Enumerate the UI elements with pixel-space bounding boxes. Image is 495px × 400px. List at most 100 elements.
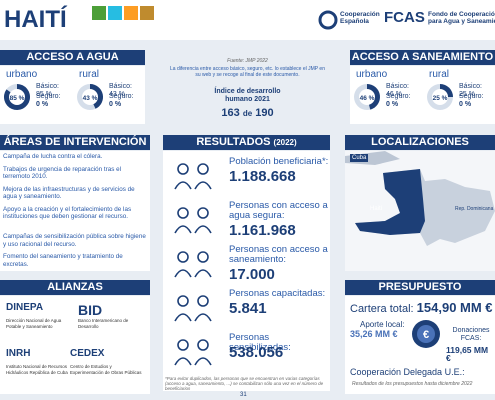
result-value: 1.188.668 — [229, 168, 296, 185]
pie: 43 % — [77, 84, 104, 110]
access-stat: 43 % — [109, 91, 125, 98]
pie-label: 43 % — [83, 95, 98, 102]
logo2b: FCAS — [384, 9, 425, 26]
bn: RESULTADOS (2022) — [163, 135, 330, 150]
path — [194, 269, 212, 278]
pie-hole — [432, 89, 448, 105]
logo-icon — [318, 10, 338, 30]
access-stat: Seguro: — [459, 93, 484, 100]
access-stat: 25 % — [459, 91, 475, 98]
path — [194, 181, 212, 190]
icon-shape — [174, 339, 212, 366]
access-stat: Básico: — [36, 83, 59, 90]
result-icon — [174, 339, 212, 366]
result-label: Personas con acceso a saneamiento: — [229, 244, 328, 265]
access-label: urbano — [356, 69, 388, 80]
access-stat: 46 % — [386, 91, 402, 98]
t: Donaciones FCAS: — [452, 327, 490, 342]
htitle: HAITÍ — [4, 6, 67, 33]
partner-text: Banco Interamericano de Desarrollo — [78, 318, 129, 329]
circle — [197, 251, 209, 263]
euro: € — [412, 320, 440, 348]
icon-shape — [174, 251, 212, 278]
path — [174, 225, 192, 234]
pie-hole — [82, 89, 98, 105]
result-icon — [174, 251, 212, 278]
access-stat: Básico: — [109, 83, 132, 90]
div: Cartera total: 154,90 MM € — [350, 300, 495, 315]
t: Resultados de los presupuestos hasta dic… — [352, 381, 473, 387]
pn — [163, 151, 330, 391]
access-stat: Seguro: — [386, 93, 411, 100]
partner-text: Centro de Estudios y Experimentación de … — [70, 364, 142, 375]
span: de — [242, 109, 253, 118]
partner-text: Dirección Nacional de Agua Potable y San… — [6, 318, 62, 329]
span: RESULTADOS — [196, 136, 271, 148]
t: 31 — [240, 392, 247, 398]
t: Aporte local: — [360, 320, 405, 329]
idh: 163 de 190 — [200, 107, 295, 119]
pie-hole — [359, 89, 375, 105]
access-stat: 0 % — [36, 101, 49, 108]
hd: HAITÍ Cooperación Española FCAS Fondo de… — [0, 0, 495, 40]
span: 154,90 MM € — [416, 300, 493, 315]
path — [174, 313, 192, 322]
path — [194, 313, 212, 322]
area-item: Apoyo a la creación y el fortalecimiento… — [3, 205, 132, 221]
area-item: Mejora de las infraestructuras y de serv… — [3, 185, 135, 201]
access-stat: Seguro: — [109, 93, 134, 100]
pn — [0, 296, 150, 394]
pie-label: 85 % — [10, 95, 25, 102]
access-stat: 0 % — [109, 101, 122, 108]
pie-label: 46 % — [360, 95, 375, 102]
icon-shape — [174, 295, 212, 322]
path — [355, 169, 425, 235]
access-stat: 0 % — [459, 101, 472, 108]
result-label: Personas con acceso a agua segura: — [229, 200, 328, 221]
access-stat: Seguro: — [36, 93, 61, 100]
area-item: Campañas de sensibilización pública sobr… — [3, 233, 146, 248]
bn: ÁREAS DE INTERVENCIÓN — [0, 135, 150, 150]
bn: ALIANZAS — [0, 280, 150, 295]
span: 163 — [221, 107, 240, 119]
partner-name: BID — [78, 302, 103, 318]
span: Cartera total: — [350, 303, 414, 315]
t: Índice de desarrollo humano 2021 — [214, 88, 281, 103]
bn: ACCESO A SANEAMIENTO — [350, 50, 495, 65]
result-label: Personas capacitadas: — [229, 288, 326, 299]
rect — [124, 6, 138, 20]
partner-text: Instituto Nacional de Recursos Hidráulic… — [6, 364, 68, 375]
pie: 46 % — [354, 84, 380, 110]
access-stat: 0 % — [386, 101, 399, 108]
logo1: Cooperación Española — [340, 11, 380, 25]
circle — [197, 163, 209, 175]
logo2t: Fondo de Cooperación para Agua y Saneami… — [428, 11, 495, 25]
result-icon — [174, 295, 212, 322]
area-item: Fomento del saneamiento y tratamiento de… — [3, 253, 123, 268]
circle — [177, 163, 189, 175]
access-label: urbano — [6, 69, 38, 80]
path — [174, 269, 192, 278]
pie: 85 % — [4, 84, 31, 110]
access-stat: 85 % — [36, 91, 52, 98]
t: La diferencia entre acceso básico, segur… — [170, 66, 325, 78]
circle — [177, 207, 189, 219]
result-icon — [174, 207, 212, 234]
result-value: 1.161.968 — [229, 222, 296, 239]
bn: PRESUPUESTO — [345, 280, 495, 295]
bn: LOCALIZACIONES — [345, 135, 495, 150]
circle — [177, 339, 189, 351]
t: *Para evitar duplicados, las personas qu… — [165, 376, 324, 391]
partner-name: CEDEX — [70, 348, 105, 359]
t: Cuba — [350, 154, 369, 162]
t: Cooperación Delegada U.E.: — [350, 367, 465, 377]
pie-hole — [9, 89, 25, 105]
circle — [318, 10, 338, 30]
circle — [197, 339, 209, 351]
result-value: 538.056 — [229, 344, 284, 361]
div: Población beneficiaria*: 1.188.668 Persona… — [163, 151, 330, 376]
path — [174, 357, 192, 366]
pn — [0, 151, 150, 271]
result-label: Personas sensibilizadas: — [229, 332, 291, 353]
partner-name: DINEPA — [6, 302, 44, 313]
